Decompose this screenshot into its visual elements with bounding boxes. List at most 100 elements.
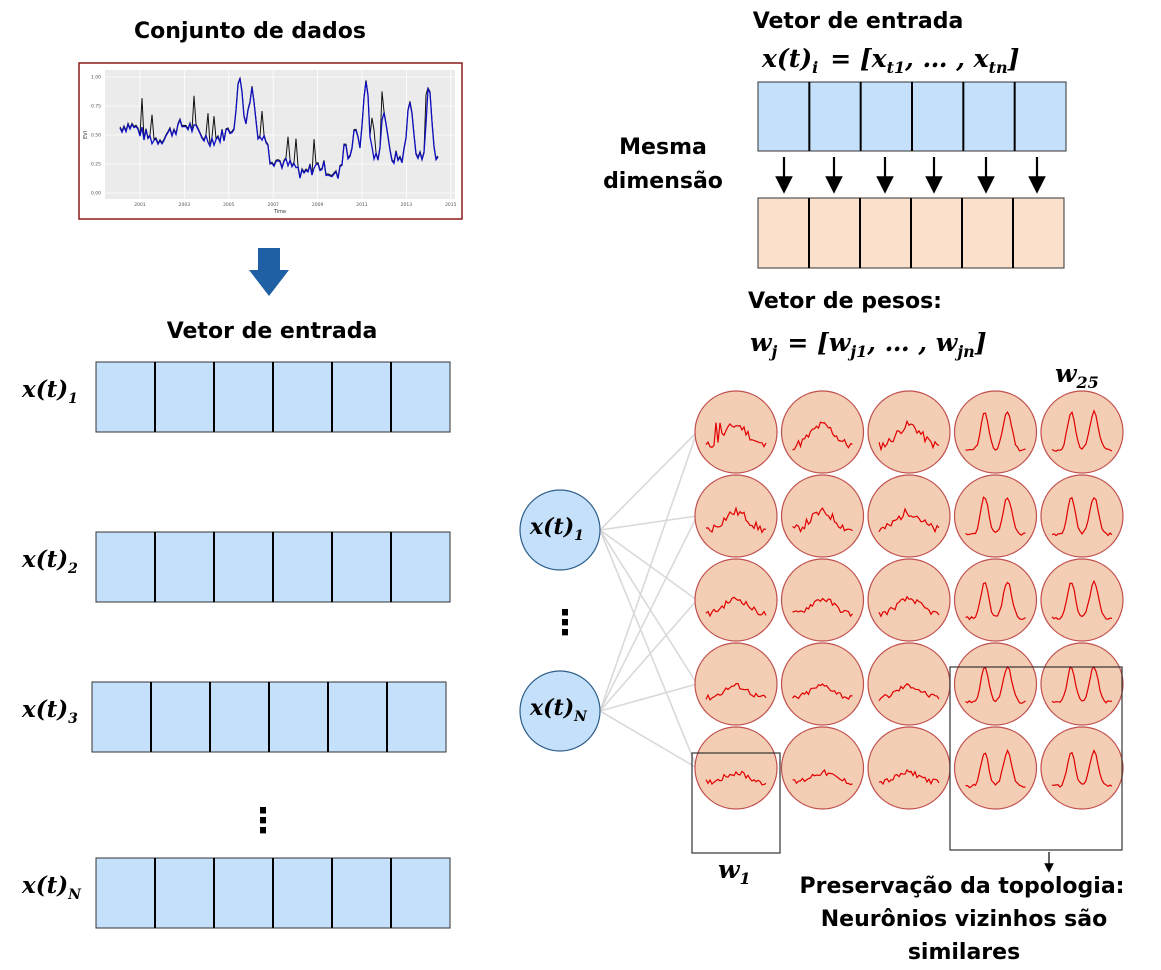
neuron-weight-curve: [705, 506, 767, 534]
som-neuron: [867, 558, 951, 642]
caption-line3: similares: [908, 940, 1020, 965]
som-neuron-circle: [694, 726, 778, 810]
neuron-weight-curve: [792, 421, 853, 451]
neuron-weight-curve: [965, 581, 1026, 621]
w25-label: w25: [1055, 359, 1099, 392]
som-connection: [599, 515, 698, 712]
som-neuron: [780, 474, 865, 558]
som-neuron: [694, 726, 778, 810]
neuron-weight-curve: [705, 770, 767, 786]
som-neuron-circle: [953, 558, 1038, 642]
neuron-weight-curve: [792, 768, 853, 786]
som-neuron: [694, 390, 778, 474]
dataset-ylabel: EVI: [83, 131, 89, 139]
right-input-vector: [757, 81, 1067, 152]
dataset-xtick: 2015: [445, 202, 457, 208]
som-neuron-circle: [867, 642, 951, 726]
neuron-weight-curve: [792, 507, 853, 534]
neuron-weight-curve: [792, 683, 853, 700]
som-connection: [599, 515, 698, 531]
dataset-xtick: 2005: [223, 202, 235, 208]
left-row-label-2: x(t)2: [21, 546, 78, 577]
same-dimension-line2: dimensão: [603, 169, 723, 194]
dataset-grid: [105, 70, 455, 199]
som-neuron-circle: [1040, 390, 1124, 474]
som-neuron-circle: [694, 474, 778, 558]
neuron-weight-curve: [1051, 579, 1113, 620]
som-neuron-circle: [1040, 642, 1124, 726]
som-connection: [599, 683, 698, 712]
som-neuron: [1040, 726, 1124, 810]
som-neuron: [867, 726, 951, 810]
neuron-weight-curve: [792, 597, 853, 618]
som-neuron-circle: [953, 390, 1038, 474]
right-weight-vector: [757, 197, 1065, 269]
neuron-weight-curve: [878, 507, 940, 534]
som-neuron: [780, 726, 865, 810]
dataset-xtick: 2011: [356, 202, 368, 208]
dataset-xtick: 2009: [312, 202, 324, 208]
dataset-xtick: 2007: [267, 202, 279, 208]
down-arrow-icon: [249, 248, 289, 296]
som-input-label-1: x(t)1: [529, 514, 584, 544]
som-neuron: [867, 390, 951, 474]
w1-label: w1: [718, 855, 751, 888]
som-neuron: [953, 558, 1038, 642]
dataset-yticks: 0.00 0.25 0.50 0.75 1.00: [91, 75, 101, 197]
som-neuron-circle: [694, 390, 778, 474]
dataset-ytick: 0.00: [91, 191, 101, 197]
dataset-xtick: 2013: [401, 202, 413, 208]
som-input-label-2: x(t)N: [529, 695, 588, 725]
som-neuron: [953, 474, 1038, 558]
som-connection: [599, 529, 698, 601]
neuron-weight-curve: [705, 682, 767, 701]
neuron-weight-curve: [965, 665, 1026, 705]
som-connection: [599, 529, 698, 769]
weights-title: Vetor de pesos:: [748, 289, 942, 314]
som-neuron: [867, 642, 951, 726]
som-input-nodes: x(t)1 x(t)N: [519, 489, 601, 752]
som-neuron-circle: [1040, 726, 1124, 810]
dataset-ytick: 0.25: [91, 162, 101, 168]
som-neuron-circle: [867, 726, 951, 810]
som-neuron-circle: [953, 474, 1038, 558]
neuron-weight-curve: [1051, 749, 1113, 788]
neuron-weight-curve: [878, 769, 940, 786]
som-connection: [599, 431, 698, 712]
dataset-xlabel: Time: [273, 209, 286, 215]
dataset-series-blue: [119, 78, 439, 179]
dataset-xticks: 2001 2003 2005 2007 2009 2011 2013 2015: [134, 202, 456, 208]
left-vector-3: [91, 681, 447, 753]
som-neuron: [780, 558, 865, 642]
dataset-xtick: 2001: [134, 202, 146, 208]
som-neuron: [867, 474, 951, 558]
left-vector-1: [95, 361, 451, 433]
left-ellipsis: ⋮: [246, 801, 280, 841]
right-input-title: Vetor de entrada: [753, 9, 964, 34]
som-neuron: [1040, 474, 1124, 558]
som-neuron: [780, 390, 865, 474]
som-neuron: [1040, 390, 1124, 474]
som-neuron-circle: [780, 390, 865, 474]
som-neuron-circle: [1040, 558, 1124, 642]
neuron-weight-curve: [878, 419, 940, 452]
som-connection: [599, 529, 698, 685]
caption-line2: Neurônios vizinhos são: [821, 907, 1108, 932]
left-title: Vetor de entrada: [167, 319, 378, 344]
som-neuron: [953, 726, 1038, 810]
dataset-ytick: 0.50: [91, 133, 101, 139]
dataset-ytick: 0.75: [91, 104, 101, 110]
som-neuron-circle: [953, 642, 1038, 726]
neuron-weight-curve: [965, 410, 1026, 452]
som-neuron-circle: [694, 558, 778, 642]
som-neuron-circle: [953, 726, 1038, 810]
left-input-vectors: x(t)1 x(t)2 x(t)3 x(t)N: [21, 361, 451, 929]
neuron-weight-curve: [965, 496, 1026, 536]
dataset-xtick: 2003: [179, 202, 191, 208]
som-connection: [599, 710, 698, 769]
input-vector-formula: x(t)i = [xt1, … , xtn]: [761, 44, 1019, 77]
same-dimension-line1: Mesma: [619, 135, 707, 160]
neuron-weight-curve: [705, 596, 767, 618]
som-input-node-2: [519, 670, 601, 752]
